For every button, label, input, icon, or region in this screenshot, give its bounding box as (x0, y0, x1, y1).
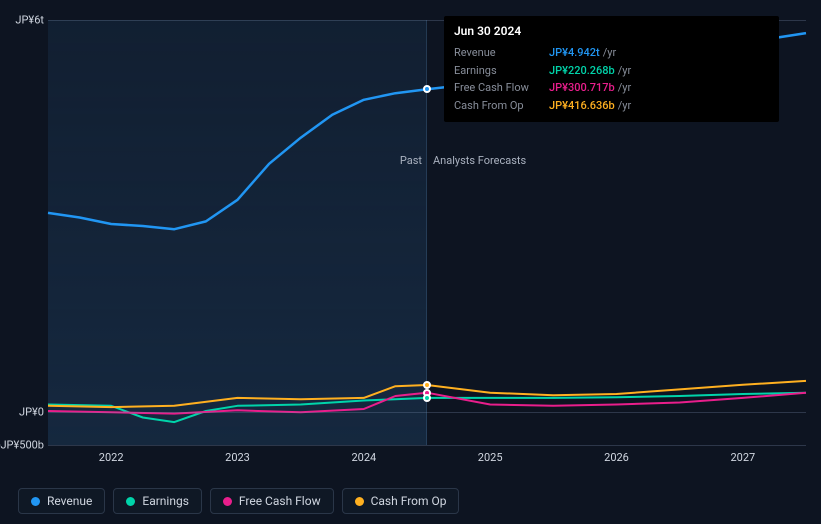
chart-marker (423, 394, 431, 402)
tooltip-row-unit: /yr (618, 79, 631, 97)
tooltip-row: EarningsJP¥220.268b/yr (454, 62, 769, 80)
tooltip-row-value: JP¥4.942t (549, 44, 600, 62)
legend-item-cfo[interactable]: Cash From Op (342, 488, 460, 514)
tooltip-row: RevenueJP¥4.942t/yr (454, 44, 769, 62)
legend-swatch (223, 497, 232, 506)
x-axis-label: 2023 (225, 451, 250, 464)
x-axis-label: 2027 (730, 451, 755, 464)
x-axis-label: 2026 (604, 451, 629, 464)
tooltip-title: Jun 30 2024 (454, 24, 769, 38)
x-axis-label: 2025 (478, 451, 503, 464)
legend-label: Free Cash Flow (239, 494, 321, 508)
tooltip-row-label: Free Cash Flow (454, 79, 549, 97)
tooltip-row-label: Revenue (454, 44, 549, 62)
gridline (48, 445, 806, 446)
legend-label: Earnings (142, 494, 189, 508)
gridline (48, 412, 806, 413)
legend-label: Revenue (47, 494, 92, 508)
x-axis-label: 2022 (99, 451, 124, 464)
legend-swatch (31, 497, 40, 506)
x-axis-label: 2024 (351, 451, 376, 464)
y-axis-label: -JP¥500b (0, 439, 44, 452)
tooltip-row-unit: /yr (603, 44, 616, 62)
tooltip-row: Free Cash FlowJP¥300.717b/yr (454, 79, 769, 97)
legend-item-revenue[interactable]: Revenue (18, 488, 105, 514)
chart-tooltip: Jun 30 2024 RevenueJP¥4.942t/yrEarningsJ… (444, 16, 779, 122)
tooltip-row-label: Earnings (454, 62, 549, 80)
tooltip-row-label: Cash From Op (454, 97, 549, 115)
tooltip-row-unit: /yr (618, 97, 631, 115)
legend-swatch (126, 497, 135, 506)
y-axis-label: JP¥6t (15, 14, 44, 27)
chart-legend: Revenue Earnings Free Cash Flow Cash From O… (18, 488, 459, 514)
legend-label: Cash From Op (371, 494, 447, 508)
tooltip-row: Cash From OpJP¥416.636b/yr (454, 97, 769, 115)
tooltip-row-unit: /yr (618, 62, 631, 80)
tooltip-row-value: JP¥416.636b (549, 97, 615, 115)
y-axis-label: JP¥0 (19, 406, 44, 419)
financials-chart: Past Analysts Forecasts JP¥6tJP¥0-JP¥500… (0, 0, 821, 524)
legend-swatch (355, 497, 364, 506)
tooltip-row-value: JP¥300.717b (549, 79, 615, 97)
chart-marker (423, 85, 431, 93)
legend-item-fcf[interactable]: Free Cash Flow (210, 488, 334, 514)
tooltip-row-value: JP¥220.268b (549, 62, 615, 80)
legend-item-earnings[interactable]: Earnings (113, 488, 202, 514)
